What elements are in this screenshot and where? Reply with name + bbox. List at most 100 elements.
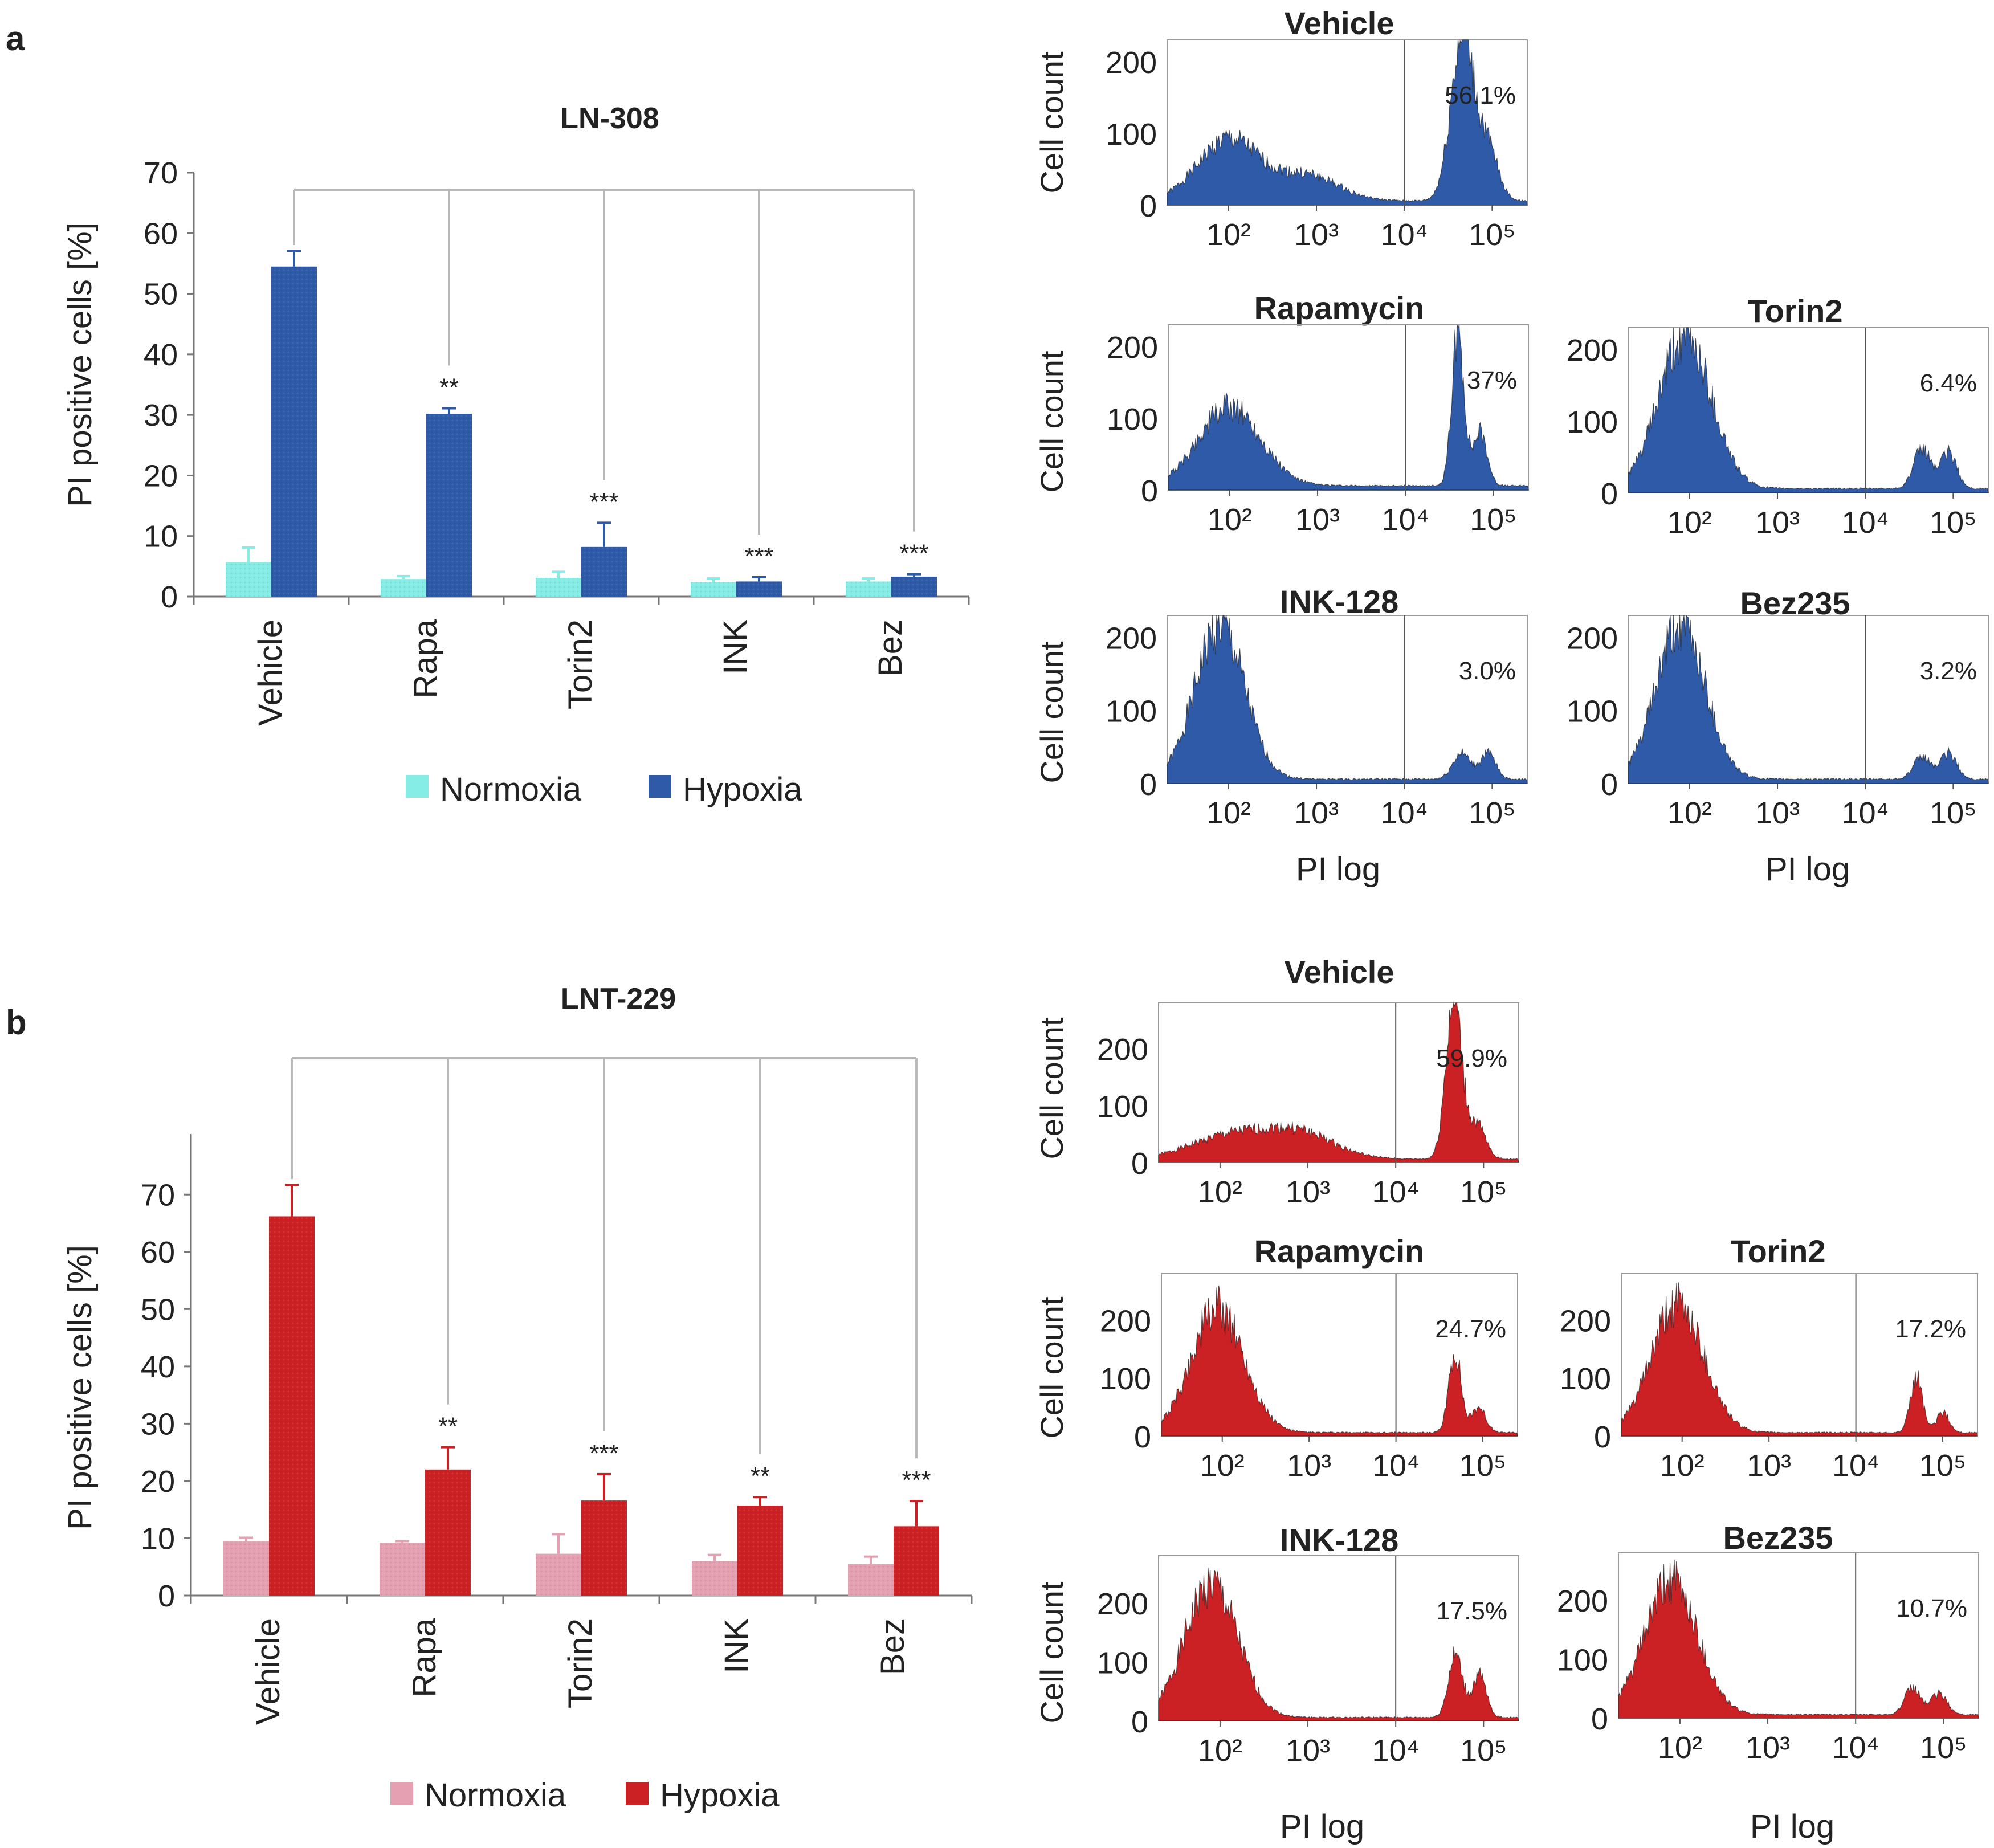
- flow-y-tick-label-b-0: 0: [1131, 1147, 1148, 1181]
- flow-y-tick-label-a-4: 100: [1567, 695, 1618, 729]
- gate-percent-label-a-2: 6.4%: [1920, 369, 1977, 397]
- flow-x-tick-label-b-1: 10³: [1287, 1449, 1331, 1483]
- bar-chart-ylabel-a: PI positive cells [%]: [62, 222, 99, 507]
- significance-label-b: ***: [589, 1439, 618, 1467]
- histogram-area-b-4: [1618, 1559, 1979, 1719]
- bar-chart-ylabel-b: PI positive cells [%]: [62, 1245, 99, 1530]
- flow-x-tick-label-a-1: 10²: [1208, 503, 1252, 537]
- category-label-a: INK: [717, 619, 754, 675]
- flow-x-tick-label-a-3: 10²: [1206, 796, 1251, 830]
- bar-texture-a: [581, 546, 627, 597]
- flow-xlabel-b-left: PI log: [1280, 1808, 1364, 1845]
- y-tick-label-b: 20: [141, 1464, 175, 1499]
- panel-label-b: b: [6, 1003, 27, 1042]
- flow-x-tick-label-a-2: 10⁵: [1930, 505, 1976, 540]
- flow-y-tick-label-b-3: 0: [1131, 1705, 1148, 1739]
- flow-x-tick-label-b-1: 10⁵: [1459, 1449, 1506, 1483]
- flow-y-tick-label-a-3: 100: [1106, 695, 1157, 729]
- flow-y-tick-label-a-2: 200: [1567, 333, 1618, 368]
- y-tick-label-b: 40: [141, 1350, 175, 1384]
- y-tick-label-a: 50: [144, 278, 178, 312]
- legend-swatch-hypoxia-b: [626, 1782, 649, 1805]
- y-tick-label-a: 40: [144, 338, 178, 372]
- bar-texture-b: [737, 1506, 783, 1596]
- flow-x-tick-label-a-2: 10²: [1667, 505, 1712, 540]
- flow-x-tick-label-a-2: 10³: [1755, 505, 1800, 540]
- flow-ylabel-b-row2: Cell count: [1034, 1581, 1070, 1723]
- y-tick-label-b: 70: [141, 1178, 175, 1212]
- flow-x-tick-label-a-3: 10⁵: [1469, 796, 1515, 830]
- category-label-a: Bez: [872, 619, 909, 676]
- flow-y-tick-label-b-0: 100: [1097, 1090, 1148, 1124]
- flow-title-b-torin2: Torin2: [1731, 1233, 1826, 1269]
- flow-y-tick-label-b-4: 100: [1557, 1643, 1608, 1677]
- bar-texture-b: [223, 1541, 269, 1596]
- flow-x-tick-label-b-3: 10⁴: [1372, 1733, 1420, 1768]
- bar-texture-b: [894, 1526, 939, 1596]
- flow-y-tick-label-a-1: 200: [1107, 331, 1158, 365]
- flow-y-tick-label-b-1: 100: [1100, 1362, 1151, 1396]
- flow-y-tick-label-b-4: 200: [1557, 1584, 1608, 1618]
- flow-y-tick-label-a-2: 0: [1601, 477, 1618, 511]
- legend-label-hypoxia-a: Hypoxia: [683, 771, 802, 808]
- y-tick-label-a: 20: [144, 459, 178, 493]
- category-label-b: Rapa: [406, 1618, 443, 1697]
- gate-percent-label-a-1: 37%: [1467, 366, 1517, 394]
- flow-x-tick-label-a-4: 10²: [1667, 796, 1712, 830]
- bar-texture-b: [269, 1216, 315, 1596]
- flow-y-tick-label-b-1: 0: [1134, 1420, 1151, 1454]
- flow-y-tick-label-b-4: 0: [1591, 1702, 1608, 1736]
- flow-x-tick-label-b-0: 10⁴: [1372, 1175, 1420, 1209]
- flow-x-tick-label-a-1: 10³: [1295, 503, 1340, 537]
- flow-y-tick-label-a-3: 200: [1106, 621, 1157, 655]
- gate-percent-label-a-3: 3.0%: [1459, 657, 1516, 685]
- flow-title-a-ink128: INK-128: [1280, 584, 1399, 619]
- flow-title-a-vehicle: Vehicle: [1284, 5, 1394, 41]
- flow-ylabel-a-row2: Cell count: [1034, 641, 1070, 783]
- significance-label-a: ***: [899, 540, 928, 568]
- flow-y-tick-label-b-1: 200: [1100, 1304, 1151, 1338]
- category-label-b: INK: [718, 1618, 755, 1674]
- category-label-a: Torin2: [562, 619, 599, 709]
- histogram-area-a-4: [1628, 614, 1989, 784]
- gate-percent-label-b-3: 17.5%: [1436, 1597, 1507, 1625]
- flow-y-tick-label-a-1: 100: [1107, 402, 1158, 436]
- y-tick-label-a: 70: [144, 156, 178, 190]
- flow-ylabel-b-row1: Cell count: [1034, 1296, 1070, 1438]
- significance-label-a: **: [439, 373, 459, 401]
- flow-y-tick-label-b-2: 100: [1560, 1362, 1611, 1396]
- flow-xlabel-b-right: PI log: [1750, 1808, 1834, 1845]
- histogram-area-b-2: [1621, 1282, 1978, 1437]
- flow-ylabel-a-row1: Cell count: [1034, 350, 1070, 492]
- flow-x-tick-label-b-4: 10⁴: [1832, 1731, 1879, 1765]
- flow-x-tick-label-b-4: 10³: [1746, 1731, 1790, 1765]
- bar-texture-b: [425, 1469, 471, 1596]
- bar-texture-a: [271, 266, 317, 597]
- flow-x-tick-label-a-3: 10⁴: [1381, 796, 1428, 830]
- gate-percent-label-b-2: 17.2%: [1895, 1315, 1966, 1343]
- flow-x-tick-label-b-0: 10³: [1286, 1175, 1330, 1209]
- legend-b: Normoxia Hypoxia: [390, 1777, 780, 1814]
- flow-y-tick-label-b-2: 200: [1560, 1304, 1611, 1338]
- significance-label-b: **: [438, 1413, 458, 1441]
- gate-percent-label-a-0: 56.1%: [1445, 81, 1516, 109]
- legend-label-hypoxia-b: Hypoxia: [660, 1777, 780, 1814]
- flow-title-a-rapamycin: Rapamycin: [1254, 290, 1425, 326]
- significance-label-a: ***: [744, 542, 773, 570]
- flow-title-a-torin2: Torin2: [1748, 293, 1843, 329]
- flow-y-tick-label-a-3: 0: [1140, 768, 1157, 802]
- flow-x-tick-label-a-0: 10⁴: [1381, 218, 1428, 252]
- flow-x-tick-label-b-2: 10³: [1747, 1449, 1791, 1483]
- bar-texture-a: [691, 582, 736, 597]
- bar-texture-b: [692, 1561, 737, 1596]
- bar-chart-title-a: LN-308: [560, 102, 659, 135]
- histogram-area-a-2: [1628, 327, 1989, 493]
- significance-label-a: ***: [589, 488, 618, 516]
- category-label-a: Rapa: [407, 619, 444, 698]
- flow-title-b-ink128: INK-128: [1280, 1522, 1399, 1558]
- flow-y-tick-label-b-3: 100: [1097, 1646, 1148, 1680]
- legend-label-normoxia-b: Normoxia: [425, 1777, 566, 1814]
- panel-label-a: a: [6, 19, 25, 58]
- flow-x-tick-label-b-2: 10⁴: [1832, 1449, 1879, 1483]
